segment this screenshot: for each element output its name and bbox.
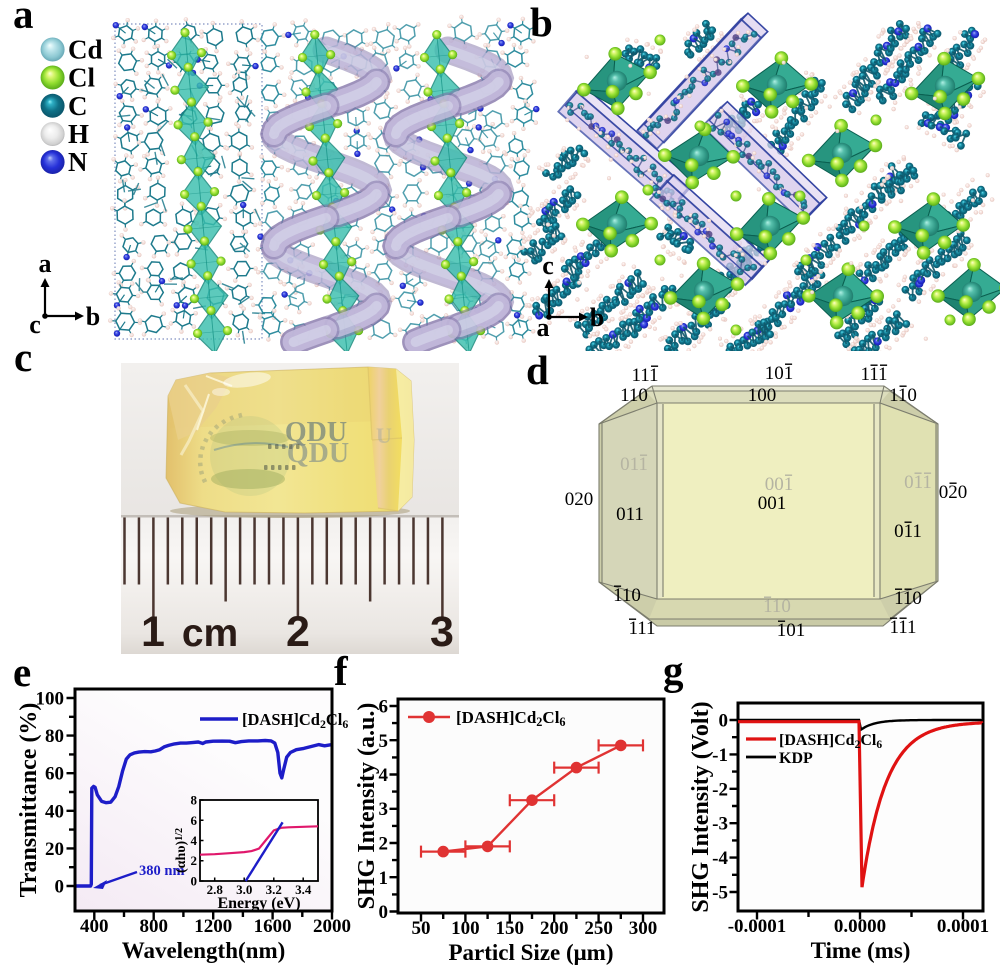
svg-text:4: 4 (379, 765, 389, 786)
svg-text:101: 101 (765, 363, 794, 384)
svg-text:-1: -1 (712, 745, 728, 766)
svg-text:111: 111 (628, 618, 655, 639)
svg-text:2: 2 (191, 853, 198, 868)
svg-text:C: C (68, 91, 88, 121)
svg-text:Cl: Cl (68, 63, 95, 93)
svg-text:KDP: KDP (779, 750, 813, 767)
svg-text:f: f (334, 648, 349, 694)
svg-text:011: 011 (894, 521, 922, 542)
svg-text:-5: -5 (712, 883, 728, 904)
svg-text:60: 60 (45, 764, 64, 785)
svg-text:80: 80 (45, 726, 64, 747)
svg-text:Time (ms): Time (ms) (811, 938, 911, 963)
svg-text:011: 011 (904, 472, 932, 493)
svg-text:Transmittance (%): Transmittance (%) (16, 703, 42, 898)
svg-text:2: 2 (286, 608, 310, 656)
svg-text:020: 020 (939, 482, 968, 503)
svg-text:U: U (376, 423, 392, 448)
svg-text:Energy (eV): Energy (eV) (217, 895, 300, 912)
svg-text:SHG Intensity (a.u.): SHG Intensity (a.u.) (354, 703, 380, 910)
svg-text:d: d (526, 347, 549, 393)
svg-text:6: 6 (191, 813, 198, 828)
svg-text:3: 3 (430, 608, 454, 656)
svg-text:c: c (542, 251, 554, 280)
svg-text:8: 8 (191, 793, 198, 808)
svg-text:1: 1 (141, 608, 165, 656)
svg-text:-3: -3 (712, 814, 728, 835)
svg-text:111: 111 (860, 364, 887, 385)
svg-text:110: 110 (613, 585, 641, 606)
svg-text:SHG Intensity (Volt): SHG Intensity (Volt) (688, 701, 714, 912)
svg-text:Particl Size (μm): Particl Size (μm) (448, 940, 613, 965)
svg-text:[DASH]Cd2Cl6: [DASH]Cd2Cl6 (456, 708, 566, 729)
svg-text:011: 011 (616, 504, 644, 525)
svg-text:a: a (537, 313, 550, 342)
svg-text:cm: cm (182, 612, 238, 655)
svg-text:e: e (13, 649, 31, 695)
svg-text:H: H (68, 119, 89, 149)
svg-text:111: 111 (631, 365, 658, 386)
svg-text:Wavelength(nm): Wavelength(nm) (122, 938, 286, 963)
svg-text:b: b (530, 0, 553, 45)
svg-text:101: 101 (777, 620, 806, 641)
svg-text:110: 110 (763, 596, 791, 617)
svg-text:N: N (68, 147, 88, 177)
svg-text:0: 0 (191, 874, 198, 889)
svg-text:111: 111 (889, 617, 916, 638)
svg-text:[DASH]Cd2Cl6: [DASH]Cd2Cl6 (779, 732, 882, 751)
svg-text:-4: -4 (712, 848, 728, 869)
svg-text:a: a (13, 0, 34, 37)
svg-text:40: 40 (45, 801, 64, 822)
svg-text:b: b (86, 302, 100, 331)
svg-text:g: g (663, 647, 684, 693)
svg-text:a: a (39, 249, 52, 278)
svg-text:110: 110 (620, 385, 648, 406)
svg-text:[DASH]Cd2Cl6: [DASH]Cd2Cl6 (242, 710, 348, 731)
svg-text:-2: -2 (712, 779, 728, 800)
svg-text:001: 001 (765, 474, 794, 495)
svg-text:0: 0 (55, 877, 65, 898)
svg-text:011: 011 (620, 454, 648, 475)
svg-text:b: b (590, 303, 604, 332)
svg-text:110: 110 (889, 385, 917, 406)
svg-text:001: 001 (758, 493, 787, 514)
svg-text:Cd: Cd (68, 35, 103, 65)
svg-text:110: 110 (894, 588, 922, 609)
svg-text:100: 100 (748, 385, 777, 406)
svg-text:QDU: QDU (287, 438, 349, 469)
svg-text:c: c (14, 334, 32, 380)
svg-text:0: 0 (719, 711, 729, 732)
svg-text:020: 020 (565, 489, 594, 510)
svg-text:20: 20 (45, 839, 64, 860)
svg-text:4: 4 (191, 833, 198, 848)
